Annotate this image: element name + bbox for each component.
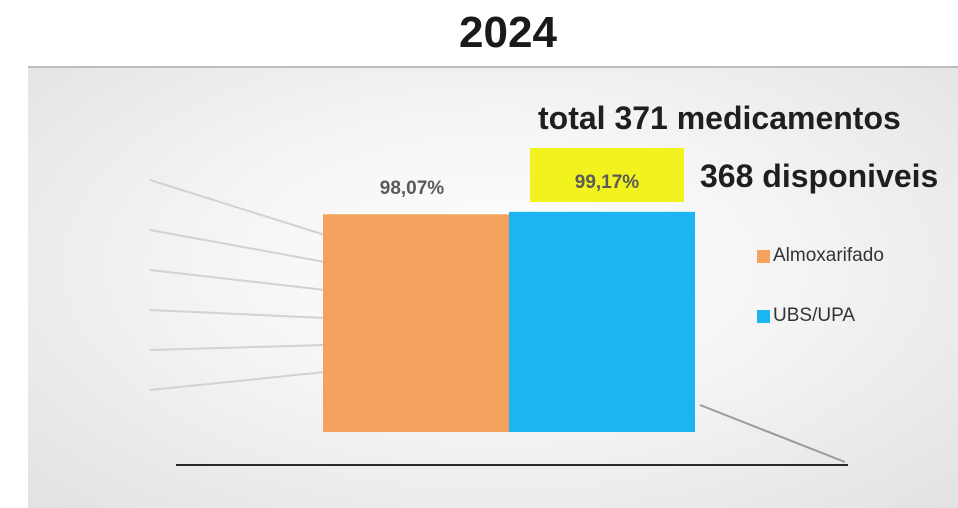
decorative-shadow-lines — [149, 179, 846, 463]
legend-label-almoxarifado: Almoxarifado — [773, 245, 884, 266]
bar-ubs-upa — [509, 211, 695, 432]
total-annotation: total 371 medicamentos — [538, 100, 901, 136]
decorative-line — [149, 309, 326, 319]
decorative-line — [149, 344, 326, 351]
decorative-line — [149, 269, 326, 291]
legend-item-almoxarifado: Almoxarifado — [757, 244, 884, 268]
chart-title: 2024 — [459, 8, 557, 57]
bar-chart: 98,07%99,17% — [149, 178, 848, 466]
data-label-almoxarifado: 98,07% — [380, 178, 445, 199]
legend-label-ubs-upa: UBS/UPA — [773, 305, 856, 326]
legend-swatch-ubs-upa — [757, 309, 770, 323]
value-highlight — [530, 148, 684, 202]
decorative-line — [699, 404, 846, 463]
legend-item-ubs-upa: UBS/UPA — [757, 304, 855, 328]
data-label-ubs-upa-overlay: 99,17% — [574, 172, 640, 193]
bar-almoxarifado — [323, 214, 509, 432]
legend-swatch-almoxarifado — [757, 249, 770, 263]
decorative-line — [149, 179, 326, 236]
available-annotation: 368 disponiveis — [700, 158, 939, 194]
decorative-line — [149, 371, 326, 391]
decorative-line — [149, 229, 326, 263]
